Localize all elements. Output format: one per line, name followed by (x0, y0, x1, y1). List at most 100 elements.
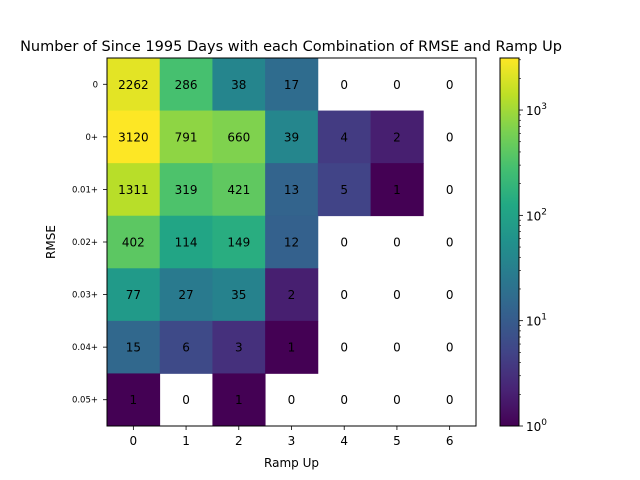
colorbar-tick-label: 103 (526, 102, 547, 118)
y-tick-label: 0.01+ (72, 185, 98, 195)
cell-value-label: 421 (227, 183, 250, 197)
cell-value-label: 5 (340, 183, 348, 197)
heatmap-cell (159, 215, 213, 269)
cell-value-label: 1311 (118, 183, 149, 197)
heatmap-cell (212, 320, 266, 374)
heatmap-cell (212, 215, 266, 269)
heatmap-cell (212, 373, 266, 427)
heatmap-cell (370, 110, 424, 164)
cell-value-label: 39 (284, 130, 299, 144)
cell-value-label: 0 (393, 393, 401, 407)
cell-value-label: 0 (340, 288, 348, 302)
heatmap-cell (159, 268, 213, 322)
heatmap-cell (212, 110, 266, 164)
y-tick-label: 0.03+ (72, 291, 98, 301)
y-tick-label: 0.04+ (72, 343, 98, 353)
cell-value-label: 0 (340, 78, 348, 92)
heatmap-cell (107, 163, 161, 217)
x-tick-label: 4 (340, 434, 348, 448)
cell-value-label: 1 (393, 183, 401, 197)
cell-value-label: 1 (288, 341, 296, 355)
cell-value-label: 15 (126, 341, 141, 355)
cell-value-label: 1 (130, 393, 138, 407)
heatmap-cell (212, 163, 266, 217)
cell-value-label: 0 (340, 393, 348, 407)
heatmap-cell (159, 58, 213, 111)
heatmap-cell (107, 373, 161, 427)
cell-value-label: 114 (175, 236, 198, 250)
heatmap-cell (265, 268, 319, 322)
cell-value-label: 77 (126, 288, 141, 302)
heatmap-cell (265, 215, 319, 269)
x-tick-label: 6 (446, 434, 454, 448)
chart-title: Number of Since 1995 Days with each Comb… (20, 39, 562, 55)
cell-value-label: 3 (235, 341, 243, 355)
cell-value-label: 2262 (118, 78, 149, 92)
x-axis-ticks: 0 1 2 3 4 5 6 (130, 426, 454, 448)
cell-value-label: 660 (227, 130, 250, 144)
x-tick-label: 0 (130, 434, 138, 448)
cell-value-label: 0 (340, 236, 348, 250)
heatmap-cell (107, 110, 161, 164)
cell-value-label: 791 (175, 130, 198, 144)
heatmap-cell (265, 320, 319, 374)
cell-value-label: 402 (122, 236, 145, 250)
cell-value-label: 12 (284, 236, 299, 250)
cell-value-label: 0 (393, 78, 401, 92)
y-tick-label: 0+ (85, 133, 98, 143)
cell-value-label: 4 (340, 130, 348, 144)
heatmap-cell (370, 163, 424, 217)
y-axis-label: RMSE (44, 225, 58, 259)
heatmap-cell (265, 110, 319, 164)
heatmap-cell (212, 268, 266, 322)
heatmap-cell (159, 110, 213, 164)
heatmap-cell (107, 58, 161, 111)
cell-value-label: 0 (446, 393, 454, 407)
x-tick-label: 3 (288, 434, 296, 448)
heatmap-cell (107, 320, 161, 374)
cell-value-label: 0 (182, 393, 190, 407)
heatmap-cells (107, 58, 424, 427)
heatmap-cell (107, 268, 161, 322)
colorbar-tick-label: 100 (526, 418, 547, 434)
x-tick-label: 5 (393, 434, 401, 448)
colorbar-ticks: 100 101 102 103 (519, 59, 547, 434)
cell-value-label: 17 (284, 78, 299, 92)
cell-value-label: 0 (446, 78, 454, 92)
heatmap-cell (265, 58, 319, 111)
y-tick-label: 0.02+ (72, 238, 98, 248)
cell-value-label: 6 (182, 341, 190, 355)
y-tick-label: 0 (93, 80, 98, 90)
cell-value-label: 2 (288, 288, 296, 302)
heatmap-cell (159, 320, 213, 374)
y-axis-ticks: 0 0+ 0.01+ 0.02+ 0.03+ 0.04+ 0.05+ (72, 80, 107, 406)
cell-value-label: 38 (231, 78, 246, 92)
cell-value-label: 319 (175, 183, 198, 197)
cell-value-label: 0 (393, 236, 401, 250)
colorbar-tick-label: 101 (526, 313, 547, 329)
cell-value-label: 35 (231, 288, 246, 302)
cell-value-label: 286 (175, 78, 198, 92)
colorbar (499, 57, 520, 427)
cell-value-label: 2 (393, 130, 401, 144)
x-tick-label: 1 (182, 434, 190, 448)
cell-value-label: 149 (227, 236, 250, 250)
heatmap-cell (212, 58, 266, 111)
cell-value-label: 3120 (118, 130, 149, 144)
cell-value-label: 0 (446, 341, 454, 355)
cell-value-label: 0 (446, 130, 454, 144)
heatmap-cell (265, 163, 319, 217)
cell-value-label: 0 (446, 236, 454, 250)
heatmap-cell (317, 110, 371, 164)
cell-value-label: 27 (178, 288, 193, 302)
cell-value-label: 0 (446, 183, 454, 197)
cell-value-label: 1 (235, 393, 243, 407)
x-tick-label: 2 (235, 434, 243, 448)
cell-value-label: 0 (340, 341, 348, 355)
colorbar-tick-label: 102 (526, 207, 547, 223)
x-axis-label: Ramp Up (264, 456, 319, 470)
cell-value-label: 0 (446, 288, 454, 302)
y-tick-label: 0.05+ (72, 396, 98, 406)
